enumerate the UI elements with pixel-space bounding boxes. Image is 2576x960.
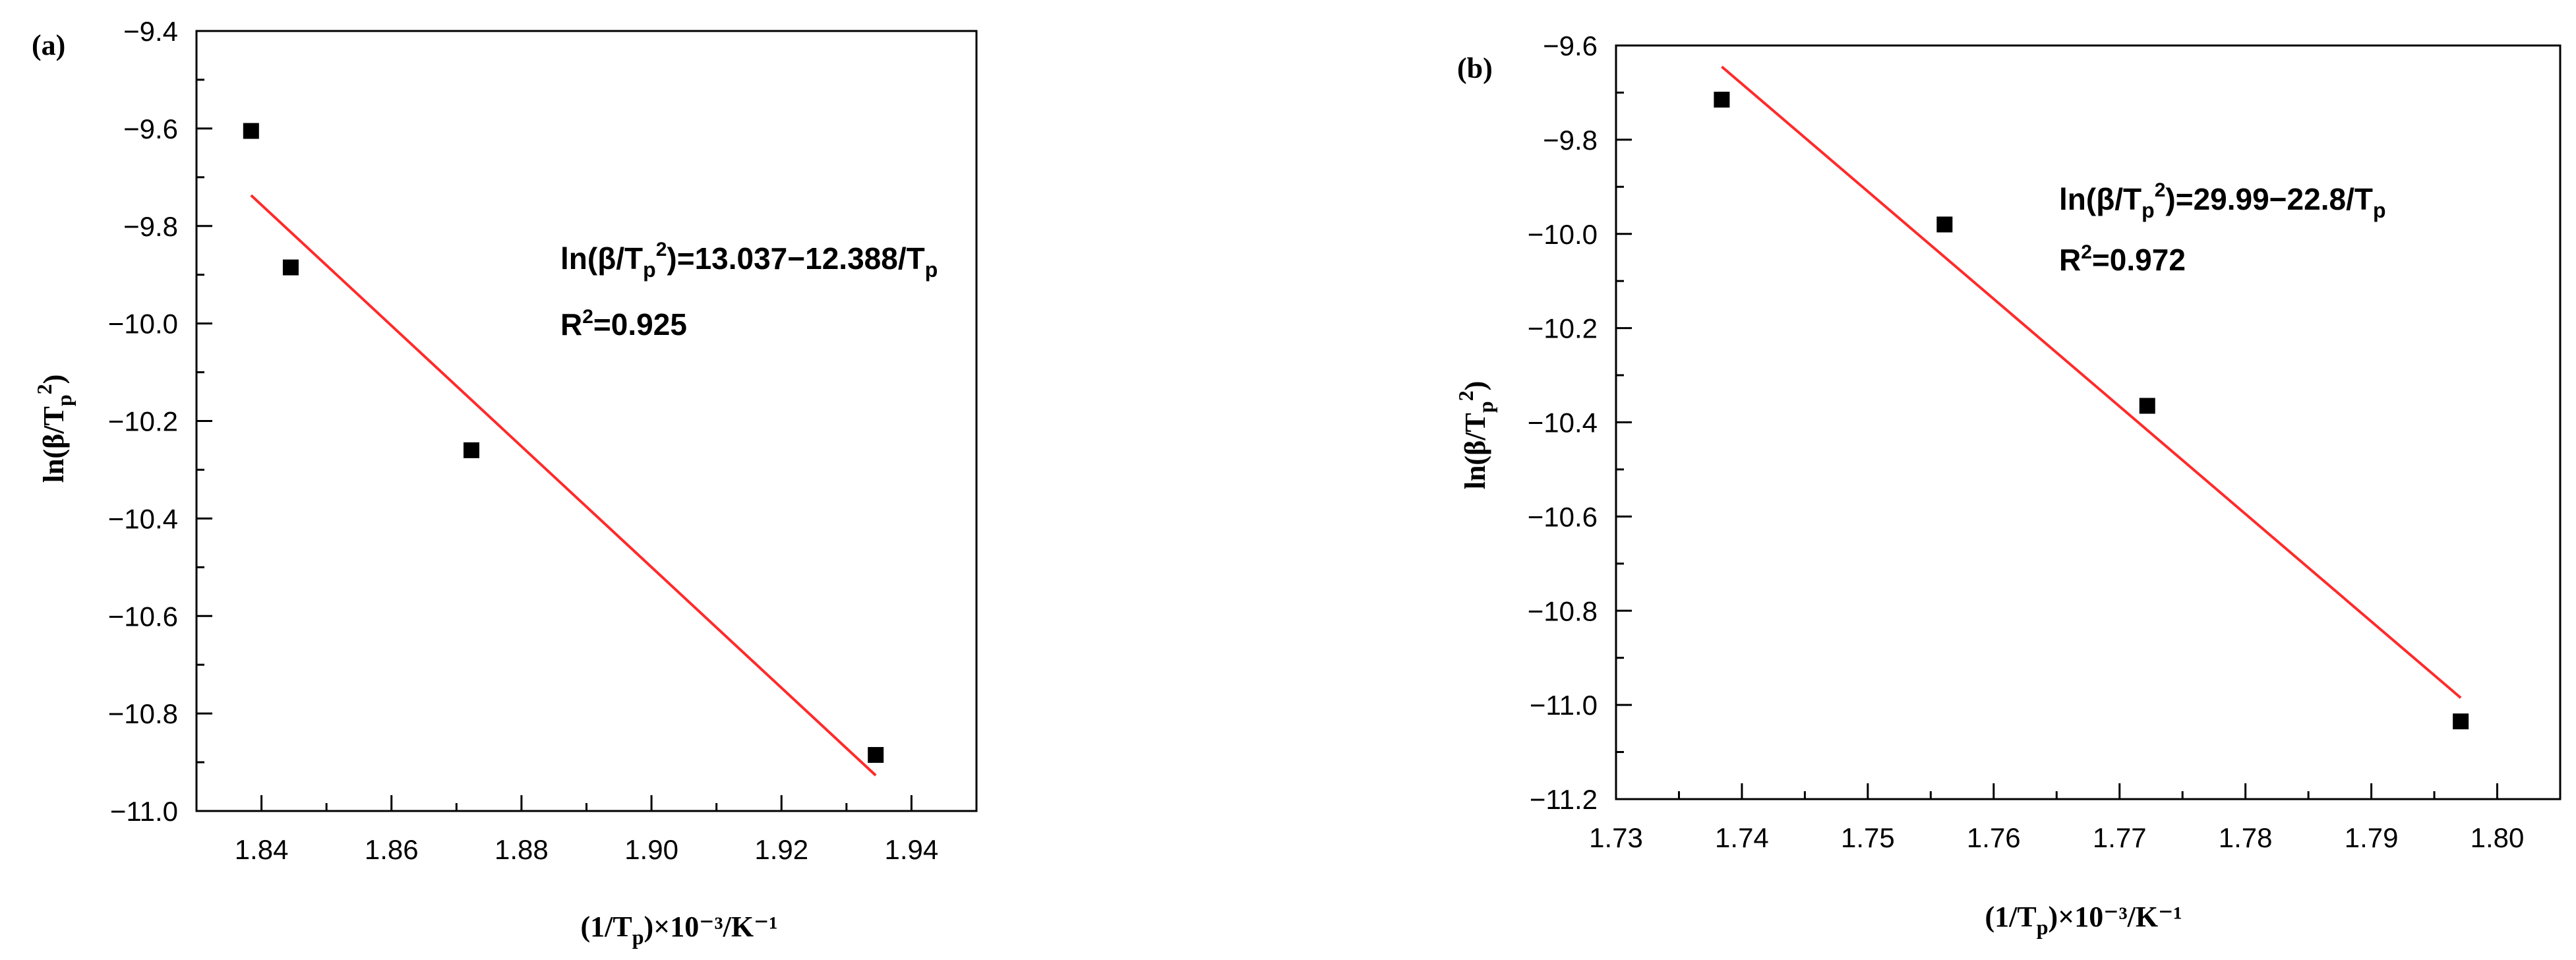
panel-b-x-axis-title: (1/Tp)×10⁻³/K⁻¹ (1985, 901, 2182, 939)
panel-b-r-squared: R2=0.972 (2059, 241, 2186, 277)
panel-a-x-tick-label: 1.92 (754, 834, 808, 865)
panel-b-y-tick-label: −10.0 (1528, 219, 1598, 250)
panel-b-x-tick-label: 1.80 (2471, 822, 2525, 853)
panel-a-data-point (868, 746, 884, 763)
panel-b-y-tick-label: −9.8 (1543, 125, 1598, 156)
panel-a-label: (a) (32, 29, 65, 61)
panel-b-y-tick-label: −11.0 (1530, 690, 1598, 721)
panel-b-y-tick-label: −10.2 (1528, 313, 1598, 344)
panel-a-data-point (243, 123, 259, 139)
panel-a-y-tick-label: −9.6 (123, 113, 178, 144)
panel-a-fit-equation: ln(β/Tp2)=13.037−12.388/Tp (560, 239, 938, 282)
panel-a-y-tick-label: −10.8 (108, 698, 178, 729)
panel-b-x-tick-label: 1.74 (1715, 822, 1769, 853)
panel-a-fit-line (250, 194, 877, 777)
panel-b-x-tick-label: 1.76 (1967, 822, 2021, 853)
panel-b-x-tick-label: 1.78 (2219, 822, 2273, 853)
panel-a-x-tick-label: 1.88 (494, 834, 549, 865)
panel-a-y-tick-label: −10.4 (108, 503, 178, 534)
panel-a-x-tick-label: 1.94 (885, 834, 939, 865)
chart-panel-b: (b) ln(β/Tp2) (1/Tp)×10⁻³/K⁻¹ ln(β/Tp2)=… (1454, 30, 2561, 939)
panel-b-plot-frame (1615, 44, 2561, 800)
panel-b-y-tick-label: −11.2 (1530, 784, 1598, 815)
chart-panel-a: (a) ln(β/Tp2) (1/Tp)×10⁻³/K⁻¹ ln(β/Tp2)=… (32, 16, 978, 949)
panel-a-plot-frame (195, 30, 978, 812)
panel-b-x-tick-label: 1.79 (2345, 822, 2399, 853)
panel-a-y-axis-title: ln(β/Tp2) (32, 375, 76, 483)
panel-a-y-tick-label: −10.2 (108, 406, 178, 437)
panel-a-data-point (282, 259, 299, 276)
panel-b-x-tick-label: 1.77 (2093, 822, 2147, 853)
panel-b-fit-line (1721, 65, 2462, 699)
panel-a-x-tick-label: 1.84 (235, 834, 289, 865)
panel-a-y-tick-label: −10.0 (108, 309, 178, 340)
panel-b-data-point (1714, 92, 1730, 108)
panel-a-y-tick-label: −9.4 (123, 16, 178, 47)
panel-a-x-axis-title: (1/Tp)×10⁻³/K⁻¹ (580, 911, 777, 949)
panel-b-fit-equation: ln(β/Tp2)=29.99−22.8/Tp (2059, 179, 2386, 222)
panel-b-label: (b) (1457, 52, 1493, 84)
panel-b-y-axis-title: ln(β/Tp2) (1454, 381, 1497, 490)
panel-b-data-point (2139, 398, 2155, 414)
panel-b-y-tick-label: −10.8 (1528, 595, 1598, 626)
panel-a-x-tick-label: 1.90 (624, 834, 678, 865)
panel-b-data-point (2453, 713, 2469, 730)
panel-b-x-tick-label: 1.73 (1589, 822, 1643, 853)
panel-a-x-tick-label: 1.86 (365, 834, 419, 865)
panel-b-data-point (1936, 216, 1953, 233)
panel-b-x-tick-label: 1.75 (1841, 822, 1895, 853)
panel-a-y-tick-label: −10.6 (108, 601, 178, 632)
panel-a-r-squared: R2=0.925 (560, 306, 687, 342)
panel-b-y-tick-label: −9.6 (1543, 30, 1598, 61)
panel-a-data-point (464, 442, 480, 458)
panel-b-y-tick-label: −10.4 (1528, 407, 1598, 438)
panel-a-y-tick-label: −11.0 (110, 796, 178, 827)
panel-a-y-tick-label: −9.8 (123, 211, 178, 242)
panel-b-y-tick-label: −10.6 (1528, 501, 1598, 532)
